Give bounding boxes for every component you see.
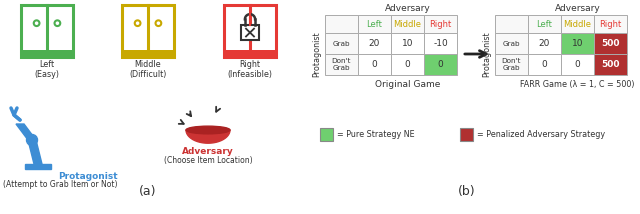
Text: 10: 10 (572, 39, 583, 48)
Bar (224, 5, 276, 57)
Text: Right: Right (429, 19, 452, 28)
Polygon shape (28, 140, 42, 164)
Text: (b): (b) (458, 185, 476, 198)
Polygon shape (186, 130, 230, 143)
Bar (122, 50, 174, 57)
Bar (528, 54, 561, 75)
Bar (358, 54, 391, 75)
Text: 0: 0 (404, 60, 410, 69)
Bar (325, 33, 358, 54)
Text: Left: Left (367, 19, 383, 28)
Text: 20: 20 (369, 39, 380, 48)
Text: 0: 0 (438, 60, 444, 69)
Bar (25, 164, 51, 169)
Bar (528, 15, 561, 33)
Bar (224, 50, 276, 57)
Bar (325, 15, 358, 33)
Text: 20: 20 (539, 39, 550, 48)
Text: (a): (a) (140, 185, 157, 198)
Bar (21, 50, 73, 57)
Text: (Attempt to Grab Item or Not): (Attempt to Grab Item or Not) (3, 180, 118, 189)
Bar (495, 54, 528, 75)
Bar (495, 33, 528, 54)
Text: Adversary: Adversary (555, 4, 600, 13)
Text: Left
(Easy): Left (Easy) (35, 60, 60, 79)
Text: Left: Left (536, 19, 552, 28)
Text: Right
(Infeasible): Right (Infeasible) (227, 60, 273, 79)
Text: -10: -10 (433, 39, 448, 48)
Text: 10: 10 (402, 39, 413, 48)
Bar (320, 128, 333, 141)
Bar (424, 54, 457, 75)
Bar (122, 5, 174, 57)
Polygon shape (16, 124, 36, 140)
Text: Middle: Middle (394, 19, 422, 28)
Text: Grab: Grab (333, 40, 350, 46)
Bar (21, 5, 73, 57)
Bar (358, 15, 391, 33)
Bar (495, 15, 528, 33)
Text: Don't
Grab: Don't Grab (332, 58, 351, 71)
Bar (358, 33, 391, 54)
Text: Middle: Middle (563, 19, 591, 28)
Bar (594, 33, 627, 54)
Text: Don't
Grab: Don't Grab (502, 58, 521, 71)
Text: = Penalized Adversary Strategy: = Penalized Adversary Strategy (477, 130, 605, 139)
Text: Right: Right (600, 19, 621, 28)
Text: = Pure Strategy NE: = Pure Strategy NE (337, 130, 415, 139)
Text: Middle
(Difficult): Middle (Difficult) (129, 60, 166, 79)
Text: FARR Game (λ = 1, C = 500): FARR Game (λ = 1, C = 500) (520, 80, 635, 89)
Bar (424, 33, 457, 54)
Bar (391, 15, 424, 33)
Text: 0: 0 (575, 60, 580, 69)
Bar (460, 128, 473, 141)
Bar (594, 15, 627, 33)
Bar (561, 33, 594, 54)
Circle shape (26, 135, 38, 146)
Text: 500: 500 (601, 60, 620, 69)
Text: 0: 0 (541, 60, 547, 69)
Bar (325, 54, 358, 75)
Bar (424, 15, 457, 33)
Bar (561, 15, 594, 33)
Text: Adversary: Adversary (182, 147, 234, 156)
Bar (594, 54, 627, 75)
Text: 500: 500 (601, 39, 620, 48)
Text: Protagonist: Protagonist (312, 31, 321, 77)
Bar (391, 33, 424, 54)
Text: Protagonist: Protagonist (483, 31, 492, 77)
Text: Original Game: Original Game (375, 80, 440, 89)
Bar (241, 25, 259, 40)
Text: Grab: Grab (502, 40, 520, 46)
Text: Adversary: Adversary (385, 4, 430, 13)
Ellipse shape (186, 126, 230, 134)
Bar (528, 33, 561, 54)
Text: 0: 0 (372, 60, 378, 69)
Bar (561, 54, 594, 75)
Text: (Choose Item Location): (Choose Item Location) (164, 156, 252, 165)
Bar (391, 54, 424, 75)
Text: Protagonist: Protagonist (58, 172, 118, 181)
